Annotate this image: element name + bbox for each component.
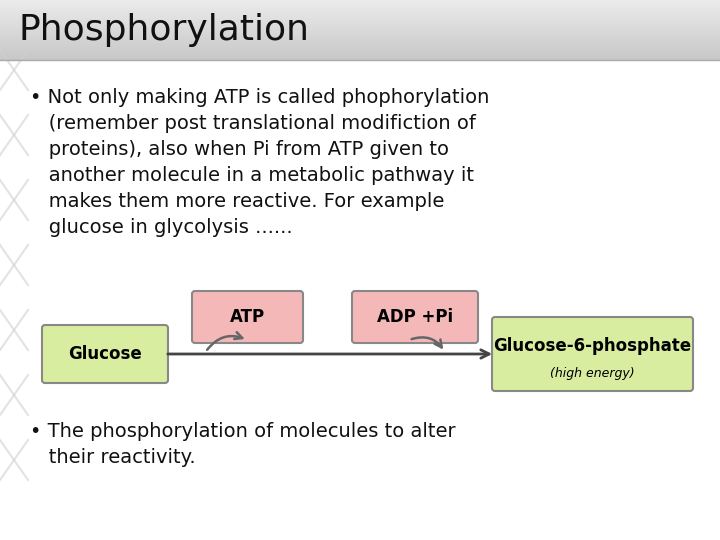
Text: their reactivity.: their reactivity. <box>30 448 196 467</box>
Text: (remember post translational modifiction of: (remember post translational modifiction… <box>30 114 476 133</box>
Text: ATP: ATP <box>230 308 265 326</box>
Text: (high energy): (high energy) <box>550 367 635 380</box>
Text: another molecule in a metabolic pathway it: another molecule in a metabolic pathway … <box>30 166 474 185</box>
Text: • Not only making ATP is called phophorylation: • Not only making ATP is called phophory… <box>30 88 490 107</box>
Text: Glucose-6-phosphate: Glucose-6-phosphate <box>493 337 692 355</box>
Text: Glucose: Glucose <box>68 345 142 363</box>
Text: ADP +Pi: ADP +Pi <box>377 308 453 326</box>
Text: glucose in glycolysis ......: glucose in glycolysis ...... <box>30 218 292 237</box>
FancyBboxPatch shape <box>492 317 693 391</box>
FancyBboxPatch shape <box>42 325 168 383</box>
Text: proteins), also when Pi from ATP given to: proteins), also when Pi from ATP given t… <box>30 140 449 159</box>
Text: • The phosphorylation of molecules to alter: • The phosphorylation of molecules to al… <box>30 422 456 441</box>
FancyBboxPatch shape <box>352 291 478 343</box>
Text: Phosphorylation: Phosphorylation <box>18 13 309 47</box>
Text: makes them more reactive. For example: makes them more reactive. For example <box>30 192 444 211</box>
FancyBboxPatch shape <box>192 291 303 343</box>
